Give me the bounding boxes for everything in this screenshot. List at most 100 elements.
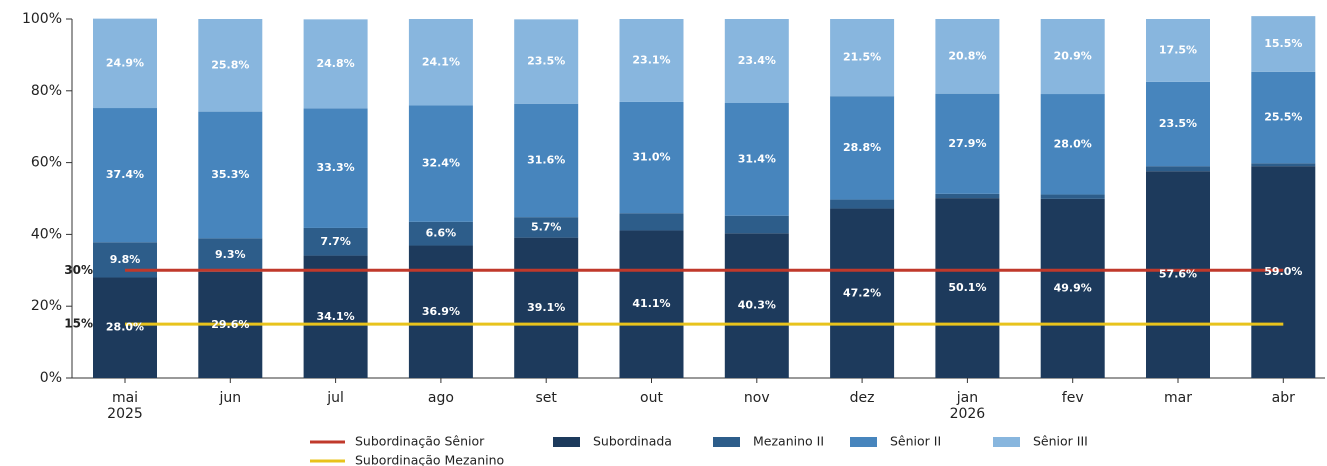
value-label: 27.9% bbox=[948, 137, 986, 150]
value-label: 17.5% bbox=[1159, 43, 1197, 56]
value-label: 33.3% bbox=[317, 161, 355, 174]
value-label: 25.5% bbox=[1264, 111, 1302, 124]
legend-label: Subordinada bbox=[593, 434, 672, 449]
y-tick-label: 20% bbox=[31, 298, 62, 314]
bar-segment bbox=[1040, 198, 1105, 378]
y-tick-label: 100% bbox=[22, 11, 62, 27]
legend-label: Sênior III bbox=[1033, 434, 1088, 449]
reference-label: 15% bbox=[64, 317, 93, 331]
bar-segment bbox=[1040, 19, 1105, 95]
bar-segment bbox=[724, 103, 789, 216]
legend-swatch bbox=[850, 437, 877, 447]
value-label: 49.9% bbox=[1054, 281, 1092, 294]
bar-segment bbox=[303, 19, 368, 109]
bar-segment bbox=[93, 108, 157, 243]
bar-segment bbox=[1251, 163, 1316, 167]
value-label: 36.9% bbox=[422, 305, 460, 318]
x-tick-label: jun bbox=[218, 390, 241, 406]
legend-swatch bbox=[553, 437, 580, 447]
value-label: 21.5% bbox=[843, 51, 881, 64]
value-label: 35.3% bbox=[211, 168, 249, 181]
value-label: 31.6% bbox=[527, 153, 565, 166]
bar-segment bbox=[935, 19, 1000, 94]
y-tick-label: 0% bbox=[40, 370, 62, 386]
bar-segment bbox=[724, 215, 789, 234]
bar-segment bbox=[1146, 166, 1210, 172]
value-label: 20.9% bbox=[1054, 50, 1092, 63]
value-label: 32.4% bbox=[422, 157, 460, 170]
bar-segment bbox=[830, 96, 895, 200]
value-label: 23.5% bbox=[527, 55, 565, 68]
value-label: 37.4% bbox=[106, 168, 144, 181]
bar-segment bbox=[935, 93, 1000, 194]
value-label: 9.3% bbox=[215, 248, 246, 261]
bar-segment bbox=[619, 19, 684, 102]
bar-segment bbox=[619, 230, 684, 378]
value-label: 41.1% bbox=[632, 297, 670, 310]
bar-segment bbox=[93, 18, 157, 109]
bar-segment bbox=[1251, 16, 1316, 72]
value-label: 7.7% bbox=[320, 235, 351, 248]
x-tick-label: jul bbox=[326, 390, 344, 406]
x-tick-year: 2025 bbox=[107, 406, 143, 422]
legend-label: Subordinação Mezanino bbox=[355, 453, 504, 466]
value-label: 47.2% bbox=[843, 286, 881, 299]
bar-segment bbox=[198, 111, 263, 239]
value-label: 25.8% bbox=[211, 58, 249, 71]
bar-segment bbox=[303, 108, 368, 228]
x-tick-year: 2026 bbox=[950, 406, 986, 422]
value-label: 29.6% bbox=[211, 318, 249, 331]
bar-segment bbox=[1146, 171, 1210, 378]
legend-label: Mezanino II bbox=[753, 434, 824, 449]
bar-segment bbox=[514, 237, 579, 378]
value-label: 23.5% bbox=[1159, 117, 1197, 130]
value-label: 23.1% bbox=[632, 53, 670, 66]
x-tick-label: out bbox=[640, 390, 663, 406]
value-label: 9.8% bbox=[110, 253, 141, 266]
value-label: 50.1% bbox=[948, 281, 986, 294]
x-tick-label: abr bbox=[1272, 390, 1295, 406]
value-label: 39.1% bbox=[527, 301, 565, 314]
reference-label: 30% bbox=[64, 263, 93, 277]
bar-segment bbox=[198, 238, 263, 272]
x-tick-label: jan bbox=[956, 390, 978, 406]
bar-segment bbox=[408, 245, 473, 378]
y-tick-label: 60% bbox=[31, 155, 62, 171]
bar-segment bbox=[1251, 71, 1316, 164]
value-label: 23.4% bbox=[738, 54, 776, 67]
value-label: 15.5% bbox=[1264, 37, 1302, 50]
value-label: 5.7% bbox=[531, 220, 562, 233]
bar-segment bbox=[514, 217, 579, 238]
bar-segment bbox=[514, 103, 579, 218]
value-label: 24.8% bbox=[317, 57, 355, 70]
bar-segment bbox=[198, 19, 263, 112]
x-tick-label: ago bbox=[428, 390, 454, 406]
value-label: 28.0% bbox=[106, 321, 144, 334]
bar-segment bbox=[1040, 194, 1105, 199]
value-label: 34.1% bbox=[317, 310, 355, 323]
x-tick-label: fev bbox=[1062, 390, 1084, 406]
bar-segment bbox=[93, 277, 157, 378]
bar-segment bbox=[830, 208, 895, 378]
legend-label: Subordinação Sênior bbox=[355, 434, 485, 449]
value-label: 59.0% bbox=[1264, 265, 1302, 278]
x-tick-label: set bbox=[535, 390, 557, 406]
x-tick-label: mar bbox=[1164, 390, 1192, 406]
legend-swatch bbox=[713, 437, 740, 447]
value-label: 28.0% bbox=[1054, 137, 1092, 150]
y-tick-label: 80% bbox=[31, 83, 62, 99]
bar-segment bbox=[408, 221, 473, 246]
bar-segment bbox=[1146, 19, 1210, 82]
bar-segment bbox=[303, 227, 368, 256]
bar-segment bbox=[724, 19, 789, 104]
value-label: 31.0% bbox=[632, 151, 670, 164]
bar-segment bbox=[830, 199, 895, 209]
bar-segment bbox=[724, 233, 789, 378]
x-tick-label: nov bbox=[744, 390, 770, 406]
x-tick-label: dez bbox=[850, 390, 875, 406]
bar-segment bbox=[1146, 81, 1210, 167]
bar-segment bbox=[619, 101, 684, 214]
x-tick-label: mai bbox=[112, 390, 138, 406]
bar-segment bbox=[830, 19, 895, 97]
